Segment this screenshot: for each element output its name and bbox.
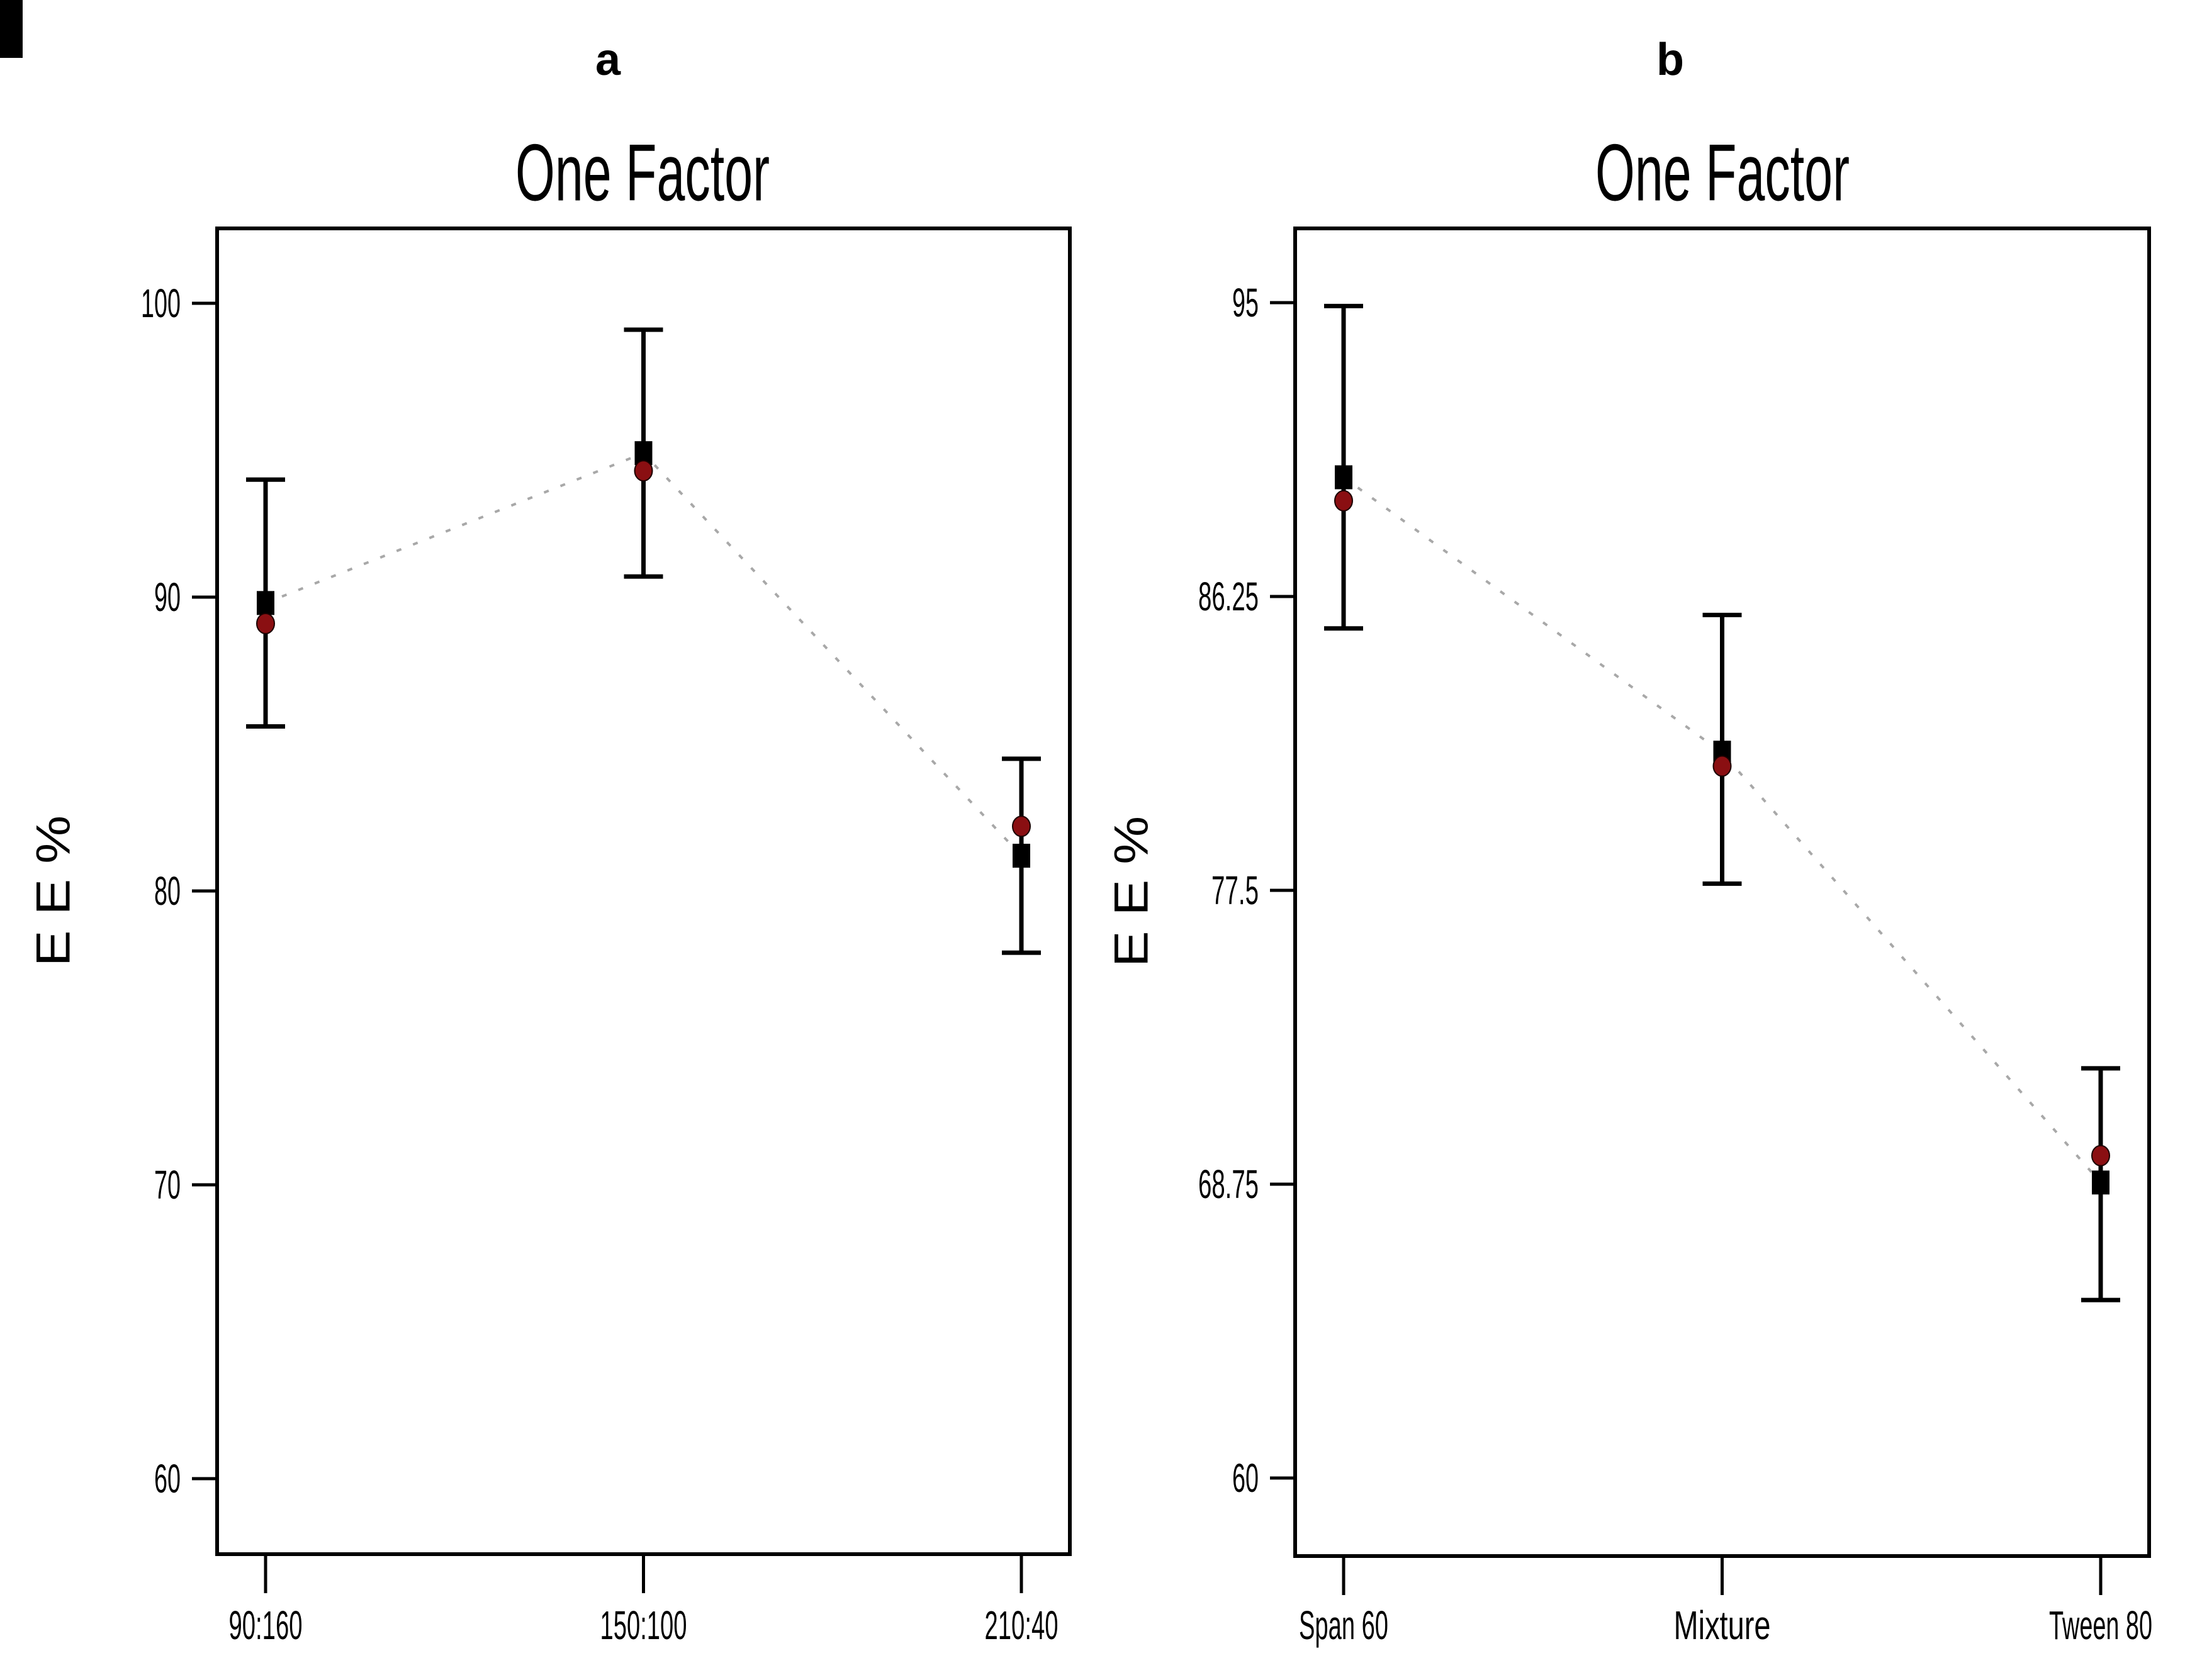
chart-title-a: One Factor: [515, 128, 770, 218]
y-tick-label: 90: [154, 574, 181, 620]
panel-label-a: a: [595, 35, 621, 85]
y-axis-label-a: E E %: [27, 815, 81, 966]
x-tick-label: 210:40: [985, 1603, 1059, 1648]
marker-circle: [1712, 755, 1732, 777]
y-tick-label: 68.75: [1198, 1162, 1259, 1207]
marker-circle: [256, 613, 275, 635]
marker-square: [2092, 1170, 2109, 1195]
x-tick-label: Tween 80: [2049, 1603, 2152, 1648]
y-tick-label: 60: [154, 1456, 181, 1501]
marker-circle: [2091, 1145, 2110, 1167]
marker-square: [1013, 843, 1030, 868]
marker-square: [257, 591, 274, 615]
x-tick-label: 90:160: [229, 1603, 303, 1648]
marker-circle: [634, 460, 653, 482]
marker-circle: [1012, 815, 1031, 837]
x-tick-label: 150:100: [600, 1603, 687, 1648]
y-tick-label: 86.25: [1198, 574, 1259, 619]
connector-line-b: [1342, 476, 2102, 1184]
panel-label-b: b: [1656, 35, 1684, 85]
chart-title-b: One Factor: [1595, 128, 1850, 218]
marker-square: [1335, 465, 1352, 490]
y-tick-label: 100: [141, 281, 181, 326]
y-tick-label: 70: [154, 1162, 181, 1207]
plot-box-b: [1293, 227, 2151, 1558]
y-tick-label: 60: [1232, 1455, 1259, 1501]
y-tick-label: 80: [154, 868, 181, 914]
y-tick-label: 95: [1232, 280, 1259, 325]
x-tick-label: Mixture: [1674, 1603, 1771, 1648]
scan-corner-artifact: [0, 0, 23, 58]
marker-circle: [1334, 490, 1353, 512]
y-tick-label: 77.5: [1211, 868, 1259, 913]
y-axis-label-b: E E %: [1105, 816, 1159, 967]
x-tick-label: Span 60: [1299, 1603, 1388, 1648]
